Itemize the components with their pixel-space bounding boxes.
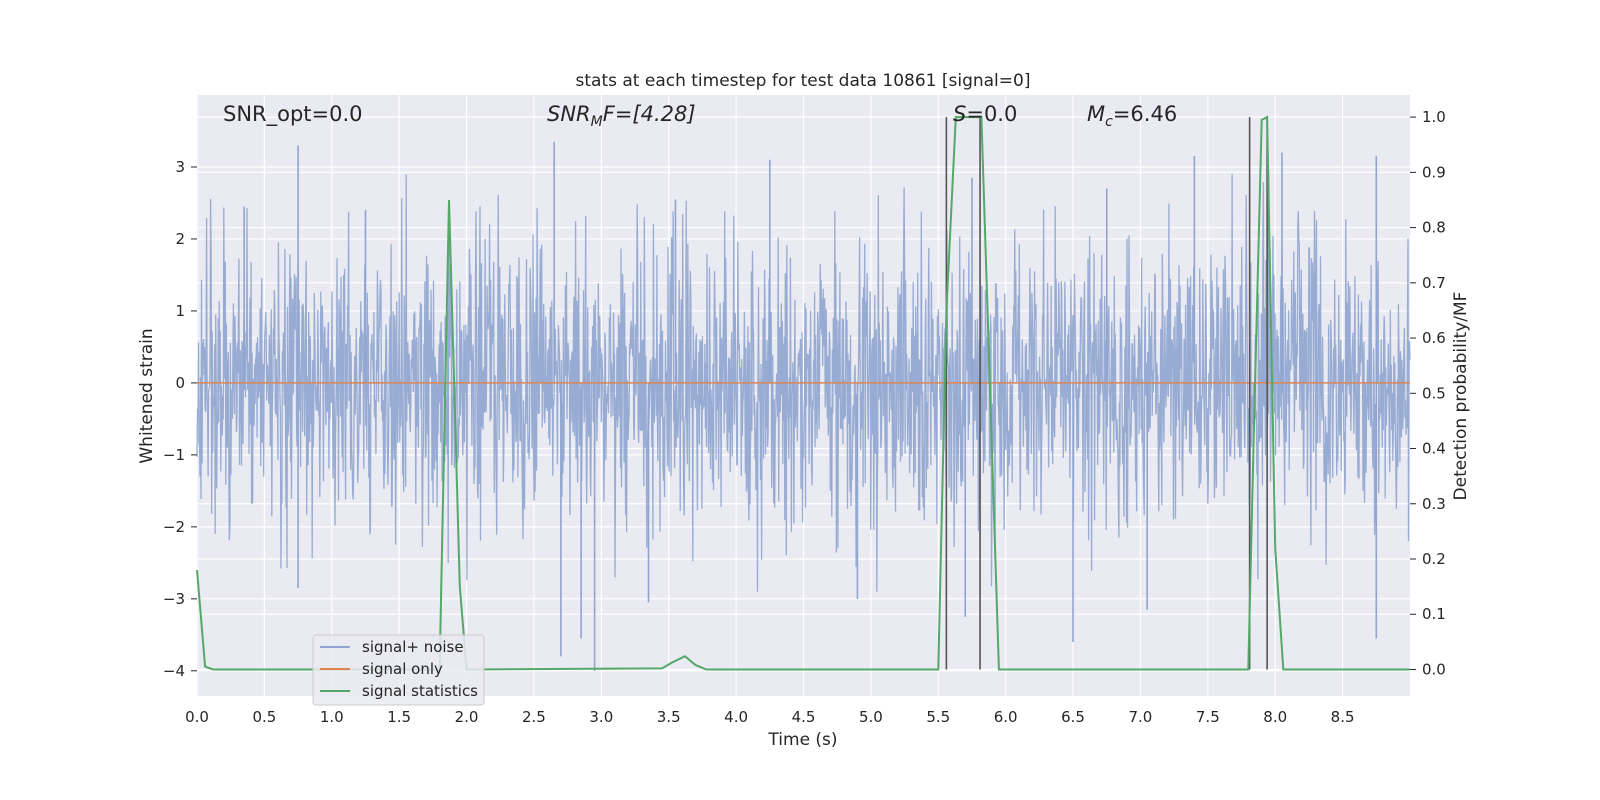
x-tick-label: 0.5 [252, 708, 276, 726]
y-tick-label: 1 [175, 302, 185, 320]
y-right-tick-label: 0.6 [1422, 329, 1446, 347]
x-tick-label: 8.5 [1331, 708, 1355, 726]
y-tick-label: 2 [175, 230, 185, 248]
legend-box [312, 634, 485, 706]
snr-mf-rest: F=[4.28] [603, 102, 696, 126]
x-tick-label: 3.0 [589, 708, 613, 726]
mc-rest: =6.46 [1113, 102, 1177, 126]
legend: signal+ noise signal only signal statist… [312, 634, 485, 706]
x-tick-label: 5.5 [926, 708, 950, 726]
y-ticks: 3 2 1 0 −1 −2 −3 −4 [163, 158, 197, 680]
x-tick-label: 2.0 [455, 708, 479, 726]
annotation-snr-opt: SNR_opt=0.0 [223, 102, 363, 127]
y-right-tick-label: 1.0 [1422, 108, 1446, 126]
noise-line [196, 174, 1411, 592]
y-right-tick-label: 0.7 [1422, 274, 1446, 292]
snr-mf-sub: M [591, 114, 603, 130]
x-tick-label: 6.5 [1061, 708, 1085, 726]
y-ticks-right: 1.0 0.9 0.8 0.7 0.6 0.5 0.4 0.3 0.2 0.1 0.0 [1410, 108, 1446, 678]
y-right-tick-label: 0.9 [1422, 163, 1446, 181]
x-tick-label: 8.0 [1263, 708, 1287, 726]
legend-label-signal-statistics: signal statistics [362, 682, 478, 700]
y-axis-label: Whitened strain [137, 328, 157, 463]
s-italic: S [953, 102, 966, 126]
x-tick-label: 4.0 [724, 708, 748, 726]
x-tick-label: 7.0 [1129, 708, 1153, 726]
y-tick-label: −1 [163, 446, 185, 464]
chart-title: stats at each timestep for test data 108… [576, 71, 1031, 91]
x-tick-label: 6.0 [994, 708, 1018, 726]
y-axis-label-right: Detection probability/MF [1451, 292, 1471, 501]
mc-sub: c [1105, 114, 1113, 130]
x-tick-label: 4.5 [792, 708, 816, 726]
y-tick-label: 3 [175, 158, 185, 176]
y-right-tick-label: 0.4 [1422, 440, 1446, 458]
x-tick-label: 5.0 [859, 708, 883, 726]
x-tick-label: 1.0 [320, 708, 344, 726]
x-tick-label: 2.5 [522, 708, 546, 726]
legend-label-signal-noise: signal+ noise [362, 638, 464, 656]
x-tick-label: 3.5 [657, 708, 681, 726]
y-tick-label: −2 [163, 518, 185, 536]
y-right-tick-label: 0.0 [1422, 660, 1446, 678]
legend-label-signal-only: signal only [362, 660, 443, 678]
y-right-tick-label: 0.5 [1422, 384, 1446, 402]
y-tick-label: 0 [175, 374, 185, 392]
x-tick-label: 1.5 [387, 708, 411, 726]
annotation-snr-mf: SNRMF=[4.28] [547, 102, 696, 130]
annotation-s: S=0.0 [953, 102, 1017, 126]
y-right-tick-label: 0.2 [1422, 550, 1446, 568]
y-right-tick-label: 0.8 [1422, 219, 1446, 237]
x-tick-label: 0.0 [185, 708, 209, 726]
annotation-mc: Mc=6.46 [1087, 102, 1177, 130]
y-tick-label: −4 [163, 662, 185, 680]
series-signal-noise [196, 141, 1411, 671]
y-right-tick-label: 0.3 [1422, 495, 1446, 513]
x-tick-label: 7.5 [1196, 708, 1220, 726]
snr-mf-base: SNR [547, 102, 591, 126]
x-ticks: 0.0 0.5 1.0 1.5 2.0 2.5 3.0 3.5 4.0 4.5 5.0 5.5 6.0 6… [185, 708, 1354, 726]
x-axis-label: Time (s) [767, 730, 837, 750]
y-tick-label: −3 [163, 590, 185, 608]
mc-base: M [1087, 102, 1105, 126]
s-rest: =0.0 [966, 102, 1017, 126]
y-right-tick-label: 0.1 [1422, 605, 1446, 623]
